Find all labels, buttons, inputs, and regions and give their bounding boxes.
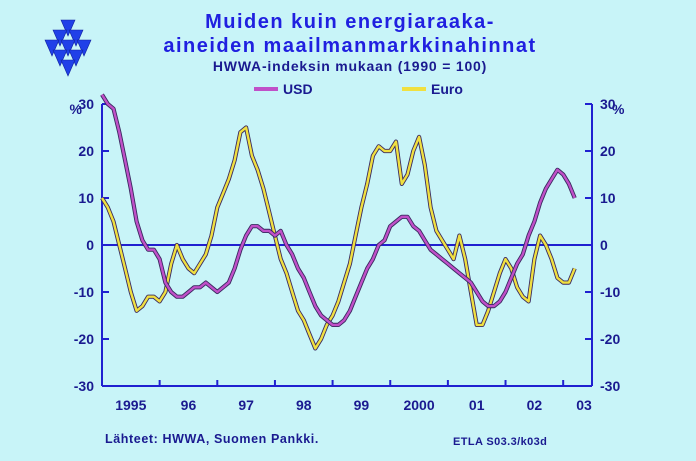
y-tick-label-right: -10 xyxy=(600,284,620,300)
chart-title-line2: aineiden maailmanmarkkinahinnat xyxy=(163,35,536,57)
series-line-usd xyxy=(100,93,576,327)
logo-triangle xyxy=(60,39,76,57)
series-group xyxy=(100,93,577,351)
x-tick-label: 99 xyxy=(354,397,370,413)
x-tick-label: 96 xyxy=(181,397,197,413)
footer-sources: Lähteet: HWWA, Suomen Pankki. xyxy=(105,432,319,446)
x-tick-label: 1995 xyxy=(115,397,146,413)
y-tick-label-right: -30 xyxy=(600,378,620,394)
y-tick-label-right: -20 xyxy=(600,331,620,347)
logo-triangle xyxy=(68,29,84,47)
x-tick-label: 98 xyxy=(296,397,312,413)
y-unit-left: % xyxy=(70,101,83,117)
y-tick-label-left: 30 xyxy=(78,96,94,112)
legend-label-euro: Euro xyxy=(431,81,463,97)
x-tick-label: 01 xyxy=(469,397,485,413)
y-tick-label-left: 10 xyxy=(78,190,94,206)
axes: 30 30 20 20 10 10 0 0 -10 -10 -20 -20 -30 -30 1995 96 97… xyxy=(74,96,621,413)
y-tick-label-left: 0 xyxy=(86,237,94,253)
y-tick-label-right: 0 xyxy=(600,237,608,253)
y-tick-label-right: 30 xyxy=(600,96,616,112)
x-tick-label: 97 xyxy=(238,397,254,413)
logo-triangle xyxy=(60,19,76,37)
y-unit-right: % xyxy=(612,101,625,117)
series-line-euro-outline xyxy=(100,125,577,351)
x-tick-label: 02 xyxy=(527,397,543,413)
chart-subtitle: HWWA-indeksin mukaan (1990 = 100) xyxy=(213,58,487,74)
logo-triangle xyxy=(52,29,68,47)
logo-triangle xyxy=(68,49,84,67)
y-tick-label-left: -10 xyxy=(74,284,94,300)
x-tick-label: 2000 xyxy=(403,397,434,413)
y-tick-label-right: 10 xyxy=(600,190,616,206)
logo-triangle xyxy=(60,59,76,77)
logo-triangle xyxy=(52,49,68,67)
legend-label-usd: USD xyxy=(283,81,313,97)
y-tick-label-left: -20 xyxy=(74,331,94,347)
series-line-euro xyxy=(100,126,576,350)
series-line-usd-outline xyxy=(100,93,577,327)
y-tick-label-right: 20 xyxy=(600,143,616,159)
y-tick-label-left: -30 xyxy=(74,378,94,394)
etla-logo-icon xyxy=(44,19,92,77)
y-tick-label-left: 20 xyxy=(78,143,94,159)
footer-code: ETLA S03.3/k03d xyxy=(453,436,547,448)
x-tick-label: 03 xyxy=(576,397,592,413)
logo-triangle xyxy=(76,39,92,57)
logo-triangle xyxy=(44,39,60,57)
chart-title-line1: Muiden kuin energiaraaka- xyxy=(205,11,495,33)
legend: USD Euro xyxy=(254,81,463,97)
